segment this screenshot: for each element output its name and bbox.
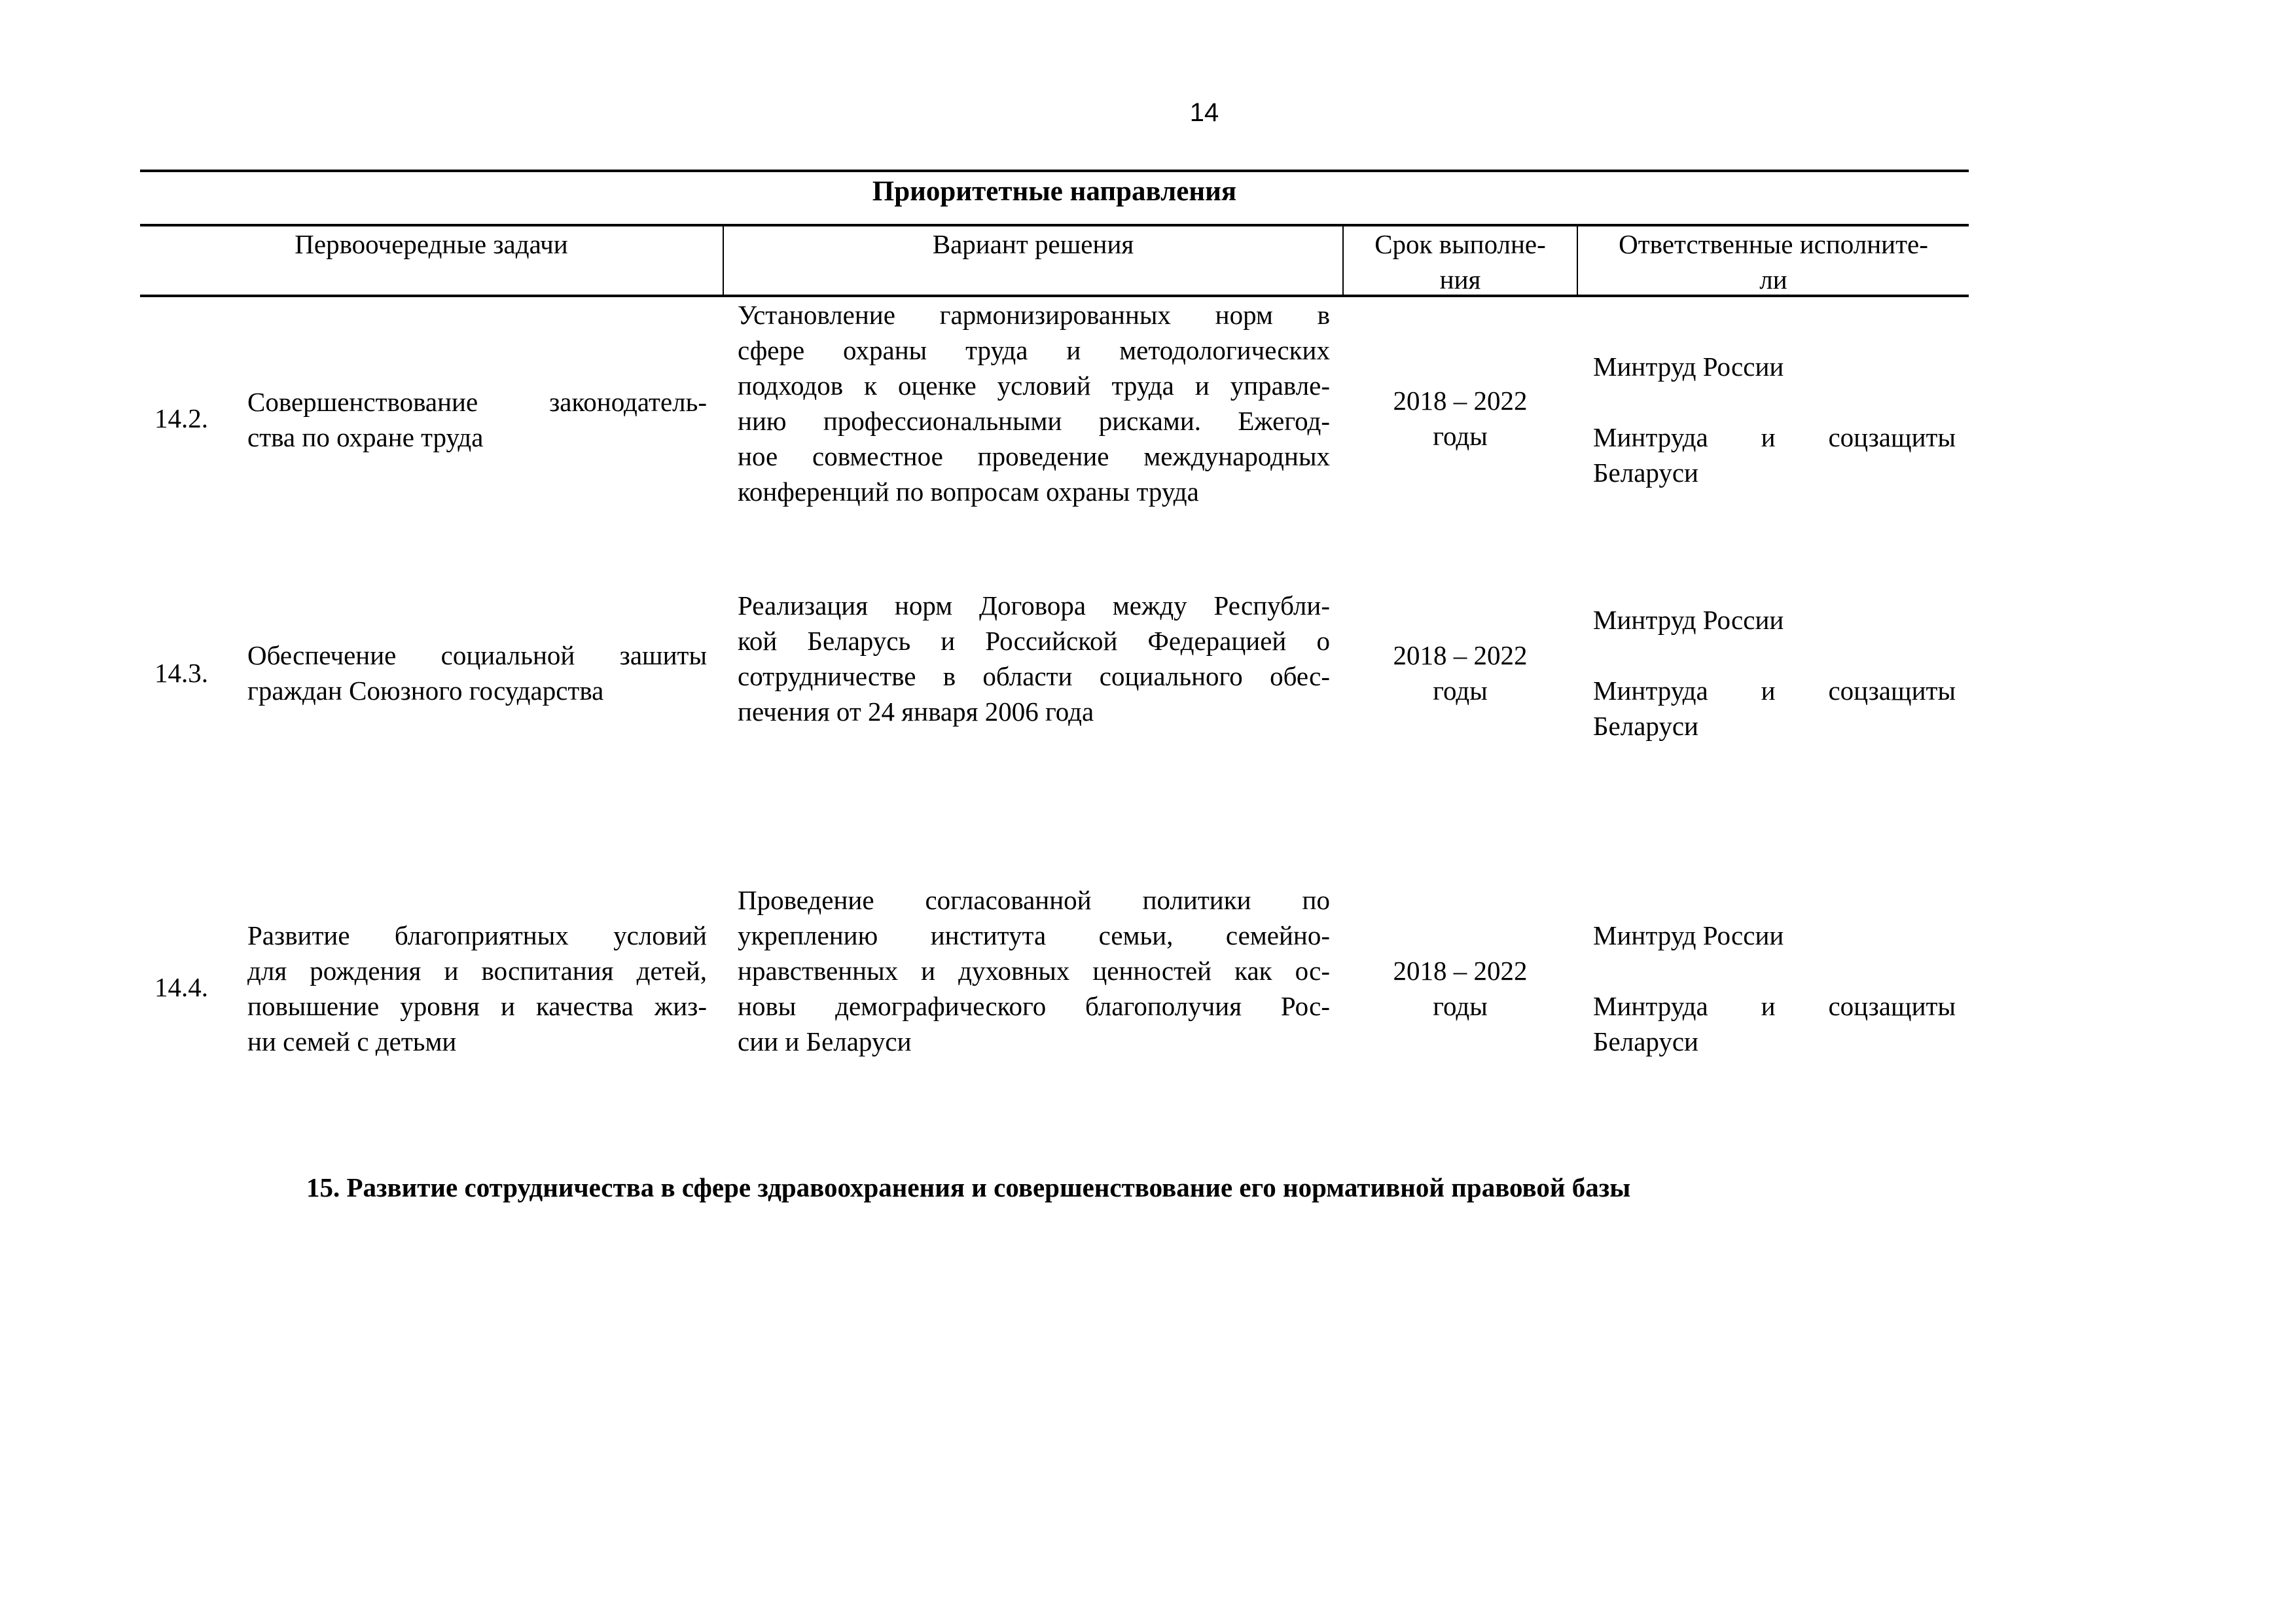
solution-cell-line: сфере охраны труда и методологических [738,335,1330,365]
header-bottom-rule [140,295,1969,297]
solution-cell-line: печения от 24 января 2006 года [738,696,1094,727]
period-cell-line: 2018 – 2022 [1393,640,1528,670]
solution-cell: Реализация норм Договора между Республи-… [738,588,1330,729]
solution-cell-line: сотрудничестве в области социального обе… [738,661,1330,691]
task-cell-line: ства по охране труда [247,422,484,452]
header-solution: Вариант решения [724,226,1342,262]
row-number: 14.4. [154,972,208,1002]
task-cell-line: повышение уровня и качества жиз- [247,991,707,1021]
task-cell-line: Развитие благоприятных условий [247,920,707,950]
task-cell-line: ни семей с детьми [247,1026,457,1056]
responsible-cell-line: Беларуси [1593,711,1698,741]
responsible-cell: Минтруд России Минтруда и соцзащиты Белар… [1593,918,1956,1059]
responsible-cell-line: Минтруд России [1593,352,1784,382]
row-number: 14.3. [154,658,208,688]
task-cell: Развитие благоприятных условий для рожден… [247,918,707,1059]
period-cell-line: 2018 – 2022 [1393,386,1528,416]
col-divider [1577,225,1578,296]
period-cell-line: годы [1433,991,1488,1021]
responsible-cell-line: Минтруда и соцзащиты [1593,991,1956,1021]
responsible-cell-line [1593,384,1956,420]
solution-cell-line: нравственных и духовных ценностей как ос… [738,956,1330,986]
table-title: Приоритетные направления [872,176,1237,207]
task-cell-line: граждан Союзного государства [247,676,604,706]
period-cell-line: годы [1433,421,1488,451]
responsible-cell-line: Беларуси [1593,1026,1698,1056]
solution-cell-line: Установление гармонизированных норм в [738,300,1330,330]
responsible-cell-line: Минтруд России [1593,920,1784,950]
responsible-cell-line: Беларуси [1593,458,1698,488]
responsible-cell-line: Минтруд России [1593,605,1784,635]
solution-cell-line: ное совместное проведение международных [738,441,1330,471]
responsible-cell-line [1593,638,1956,673]
solution-cell: Проведение согласованной политики по укре… [738,882,1330,1059]
solution-cell: Установление гармонизированных норм в сфе… [738,297,1330,509]
header-solution-label: Вариант решения [932,229,1134,259]
header-top-rule [140,224,1969,226]
period-cell: 2018 – 2022 годы [1344,383,1577,454]
solution-cell-line: нию профессиональными рисками. Ежегод- [738,406,1330,436]
period-cell: 2018 – 2022 годы [1344,953,1577,1024]
header-tasks-label: Первоочередные задачи [295,229,568,259]
period-cell: 2018 – 2022 годы [1344,638,1577,708]
solution-cell-line: Проведение согласованной политики по [738,885,1330,915]
solution-cell-line: подходов к оценке условий труда и управл… [738,370,1330,401]
header-responsible: Ответственные исполните- ли [1578,226,1969,297]
solution-cell-line: сии и Беларуси [738,1026,912,1056]
task-cell: Совершенствование законодатель-ства по о… [247,384,707,455]
task-cell-line: Совершенствование законодатель- [247,387,707,417]
header-responsible-label: ли [1759,264,1787,295]
responsible-cell-line: Минтруда и соцзащиты [1593,422,1956,452]
row-number: 14.2. [154,403,208,433]
solution-cell-line: новы демографического благополучия Рос- [738,991,1330,1021]
responsible-cell: Минтруд России Минтруда и соцзащиты Белар… [1593,349,1956,490]
responsible-cell-line [1593,953,1956,988]
task-cell-line: Обеспечение социальной зашиты [247,640,707,670]
responsible-cell-line: Минтруда и соцзащиты [1593,676,1956,706]
header-responsible-label: Ответственные исполните- [1619,229,1928,259]
task-cell: Обеспечение социальной зашиты граждан Сою… [247,638,707,708]
header-period-label: Срок выполне- [1374,229,1546,259]
header-period-label: ния [1439,264,1481,295]
task-cell-line: для рождения и воспитания детей, [247,956,707,986]
col-divider [723,225,724,296]
period-cell-line: годы [1433,676,1488,706]
header-period: Срок выполне- ния [1344,226,1577,297]
col-divider [1342,225,1344,296]
responsible-cell: Минтруд России Минтруда и соцзащиты Белар… [1593,602,1956,744]
section-heading: 15. Развитие сотрудничества в сфере здра… [306,1172,1631,1202]
page-number: 14 [1189,98,1219,127]
table-top-rule [140,170,1969,172]
solution-cell-line: укреплению института семьи, семейно- [738,920,1330,950]
solution-cell-line: Реализация норм Договора между Республи- [738,590,1330,621]
period-cell-line: 2018 – 2022 [1393,956,1528,986]
solution-cell-line: конференций по вопросам охраны труда [738,477,1199,507]
solution-cell-line: кой Беларусь и Российской Федерацией о [738,626,1330,656]
header-tasks: Первоочередные задачи [140,226,723,262]
